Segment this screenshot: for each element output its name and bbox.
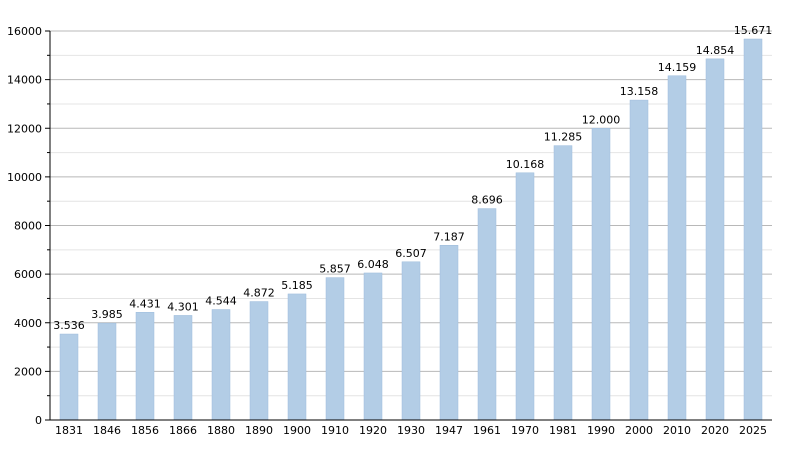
x-tick-label-1981: 1981 — [549, 424, 577, 437]
y-tick-label: 14000 — [7, 74, 42, 87]
x-tick-label-1910: 1910 — [321, 424, 349, 437]
data-label-2025: 15.671 — [734, 24, 773, 37]
bar-1910 — [325, 277, 345, 421]
data-label-1981: 11.285 — [544, 131, 583, 144]
bar-2020 — [705, 58, 725, 421]
bar-1970 — [515, 172, 535, 421]
x-tick-label-1961: 1961 — [473, 424, 501, 437]
data-label-1866: 4.301 — [167, 300, 199, 313]
x-tick-label-1866: 1866 — [169, 424, 197, 437]
bar-1930 — [401, 261, 421, 421]
y-tick-label: 12000 — [7, 122, 42, 135]
grid-layer — [50, 30, 772, 397]
bar-1981 — [553, 145, 573, 421]
data-label-1961: 8.696 — [471, 194, 503, 207]
y-tick-label: 10000 — [7, 171, 42, 184]
data-label-1920: 6.048 — [357, 258, 389, 271]
x-tick-label-1920: 1920 — [359, 424, 387, 437]
data-label-1856: 4.431 — [129, 297, 161, 310]
bar-1990 — [591, 128, 611, 421]
x-tick-label-1846: 1846 — [93, 424, 121, 437]
bar-1880 — [211, 309, 231, 421]
y-tick-label: 6000 — [14, 268, 42, 281]
data-label-2010: 14.159 — [658, 61, 697, 74]
bar-1920 — [363, 272, 383, 421]
x-tick-label-1900: 1900 — [283, 424, 311, 437]
bar-1947 — [439, 245, 459, 421]
data-label-1947: 7.187 — [433, 230, 465, 243]
data-label-1900: 5.185 — [281, 279, 313, 292]
bar-1856 — [135, 312, 155, 421]
y-tick-label: 0 — [35, 414, 42, 427]
data-label-1910: 5.857 — [319, 263, 351, 276]
y-tick-label: 8000 — [14, 220, 42, 233]
data-label-1846: 3.985 — [91, 308, 123, 321]
data-label-1970: 10.168 — [506, 158, 545, 171]
data-label-1990: 12.000 — [582, 113, 621, 126]
data-label-1831: 3.536 — [53, 319, 85, 332]
bar-2025 — [743, 38, 763, 421]
labels-layer: 0 2000 4000 6000 8000 10000 12000 14000 16000 3.5… — [7, 24, 772, 437]
x-tick-label-1990: 1990 — [587, 424, 615, 437]
bar-1890 — [249, 301, 269, 421]
x-tick-label-1890: 1890 — [245, 424, 273, 437]
bar-1831 — [59, 333, 79, 421]
bar-1900 — [287, 293, 307, 421]
x-tick-label-1930: 1930 — [397, 424, 425, 437]
x-tick-label-2000: 2000 — [625, 424, 653, 437]
x-tick-label-2020: 2020 — [701, 424, 729, 437]
bar-2000 — [629, 99, 649, 421]
x-tick-label-2025: 2025 — [739, 424, 767, 437]
y-tick-label: 2000 — [14, 365, 42, 378]
data-label-1890: 4.872 — [243, 287, 275, 300]
x-tick-label-1856: 1856 — [131, 424, 159, 437]
data-label-1880: 4.544 — [205, 295, 237, 308]
data-label-1930: 6.507 — [395, 247, 427, 260]
bar-1846 — [97, 322, 117, 421]
y-tick-label: 16000 — [7, 25, 42, 38]
data-label-2020: 14.854 — [696, 44, 735, 57]
data-label-2000: 13.158 — [620, 85, 659, 98]
bar-2010 — [667, 75, 687, 421]
axes-layer — [45, 30, 772, 421]
x-tick-label-2010: 2010 — [663, 424, 691, 437]
bar-1866 — [173, 315, 193, 421]
x-tick-label-1970: 1970 — [511, 424, 539, 437]
x-tick-label-1880: 1880 — [207, 424, 235, 437]
x-tick-label-1831: 1831 — [55, 424, 83, 437]
bars-layer — [59, 38, 763, 421]
bar-1961 — [477, 208, 497, 421]
x-tick-label-1947: 1947 — [435, 424, 463, 437]
y-tick-label: 4000 — [14, 317, 42, 330]
